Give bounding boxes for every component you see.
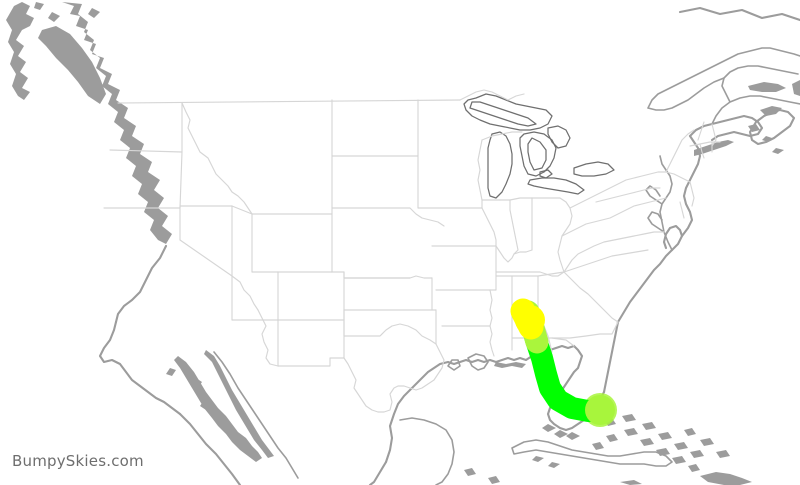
border-ca-az — [231, 275, 259, 311]
border-id-mt — [181, 102, 253, 215]
southeast-atlantic-coast — [616, 248, 674, 324]
origin-marker[interactable] — [515, 305, 545, 335]
jamaica — [620, 480, 642, 485]
border-pa-ny — [569, 171, 691, 209]
lake-superior — [463, 93, 553, 131]
cuba-islets — [532, 456, 560, 468]
border-ca-nv-diag — [179, 207, 233, 277]
gulf-barrier-islands — [494, 362, 526, 368]
caribbean-islets-small — [464, 468, 500, 484]
border-mi-in-oh — [499, 197, 533, 201]
border-az-mexico — [257, 309, 279, 367]
caribbean-group — [399, 414, 752, 485]
border-minnesota-north — [459, 89, 525, 101]
canada-coastline-group — [6, 2, 800, 324]
california-coastline — [98, 320, 182, 416]
lake-huron — [519, 131, 557, 177]
border-nj-pa — [689, 181, 695, 207]
haida-gwaii-island — [6, 2, 34, 100]
border-tn-ms-al-ga — [495, 271, 565, 277]
border-vt-nh — [697, 121, 705, 141]
yucatan-peninsula — [399, 417, 455, 485]
border-mn-wi — [477, 139, 483, 209]
border-oh-wv-pa — [531, 197, 573, 237]
lake-ontario — [573, 161, 615, 177]
border-il-mo-ky — [495, 245, 515, 263]
florida-atlantic-coast — [602, 320, 620, 394]
border-ar-ms — [489, 289, 493, 327]
border-ky-va-wv — [557, 235, 565, 273]
baja-islets — [166, 368, 210, 410]
site-watermark: BumpySkies.com — [12, 452, 144, 470]
state-borders-group — [103, 89, 721, 413]
mexico-pacific-coast — [178, 412, 242, 485]
border-va-wv-md — [561, 197, 667, 237]
lake-erie — [527, 177, 585, 195]
canada-north-edge — [678, 6, 800, 22]
baja-peninsula — [174, 350, 274, 462]
destination-marker[interactable] — [585, 395, 615, 425]
coastal-islets-north — [34, 2, 100, 22]
lake-st-clair — [539, 169, 553, 179]
border-md-pa — [595, 187, 661, 203]
newfoundland-edge — [792, 80, 800, 96]
cuba-outline — [511, 439, 673, 467]
border-sd-ne — [331, 207, 445, 227]
border-co-ks-ne — [331, 271, 411, 279]
border-ne-ks — [343, 275, 433, 279]
border-nh-me — [711, 123, 717, 147]
border-nm-mexico — [277, 357, 345, 367]
border-ga-fl — [551, 321, 619, 339]
border-ok-tx — [343, 323, 437, 345]
border-ma-ct-ri — [689, 141, 721, 159]
vancouver-island — [38, 26, 106, 104]
border-in-ky — [513, 249, 533, 255]
border-mi-wi-lakes — [481, 131, 523, 141]
flight-route-group[interactable] — [510, 298, 617, 427]
border-la-ms — [489, 325, 495, 357]
louisiana-bays — [447, 359, 461, 371]
bc-mainland-coast — [62, 2, 172, 244]
cape-cod-islands — [748, 124, 772, 142]
baja-california-group — [166, 350, 299, 485]
new-england-coast — [688, 114, 764, 142]
border-tx-mexico — [343, 357, 443, 413]
border-ga-sc — [563, 271, 619, 323]
great-lakes-group — [463, 93, 615, 199]
gulf-of-california-east-shore — [213, 351, 299, 479]
st-lawrence-river — [647, 47, 800, 111]
lake-michigan — [487, 131, 513, 199]
georgian-bay — [547, 125, 571, 149]
anticosti-island — [748, 82, 786, 92]
border-nc-va — [563, 231, 665, 273]
bahamas-islands — [592, 414, 730, 472]
hispaniola-edge — [700, 472, 752, 485]
border-ny-new-england — [665, 129, 695, 173]
mississippi-delta — [467, 353, 489, 371]
chesapeake-bay — [645, 155, 673, 251]
carolina-outer-banks — [662, 224, 684, 252]
border-wa-or — [109, 149, 183, 153]
maritime-canada-group — [647, 47, 800, 154]
us-west-coast-group — [98, 320, 182, 416]
us-east-coast-group — [616, 114, 772, 324]
gulf-of-st-lawrence — [711, 65, 800, 125]
border-ky-tn — [495, 271, 565, 277]
border-tx-la — [435, 343, 445, 369]
border-de-md — [679, 201, 685, 219]
mexico-gulf-coast — [368, 460, 388, 485]
sable-island — [772, 148, 784, 154]
border-ia-il — [481, 207, 497, 247]
border-49th-parallel — [117, 99, 461, 104]
border-sc-nc — [563, 249, 649, 273]
prince-edward-island — [760, 106, 782, 116]
border-id-nv-ut — [179, 205, 253, 215]
florida-keys — [542, 424, 580, 440]
border-il-in — [509, 199, 519, 255]
pacific-northwest-coast — [114, 244, 168, 324]
long-island — [694, 140, 734, 156]
